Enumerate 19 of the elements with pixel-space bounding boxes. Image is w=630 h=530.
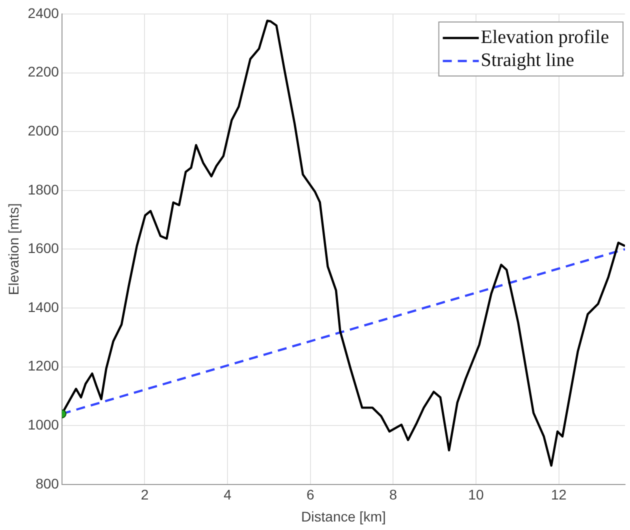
x-tick-label: 8 <box>389 486 398 503</box>
y-tick-label: 1600 <box>28 240 60 256</box>
y-tick-label: 1800 <box>28 181 60 198</box>
y-tick-label: 1200 <box>28 358 60 374</box>
x-tick-label: 12 <box>550 486 567 503</box>
y-tick-label: 1000 <box>28 416 60 432</box>
y-tick-label: 1400 <box>28 298 60 315</box>
x-tick-label: 2 <box>140 486 149 503</box>
y-tick-label: 2000 <box>28 122 60 138</box>
x-tick-label: 4 <box>224 486 232 503</box>
x-tick-label: 6 <box>306 486 314 503</box>
x-axis-title: Distance [km] <box>301 508 386 524</box>
legend-label: Straight line <box>480 50 574 71</box>
y-tick-label: 800 <box>36 475 60 492</box>
y-tick-label: 2200 <box>28 64 60 80</box>
y-tick-label: 2400 <box>28 4 60 21</box>
legend-label: Elevation profile <box>480 26 610 48</box>
y-axis-title: Elevation [mts] <box>5 203 22 296</box>
x-tick-label: 10 <box>468 486 484 503</box>
